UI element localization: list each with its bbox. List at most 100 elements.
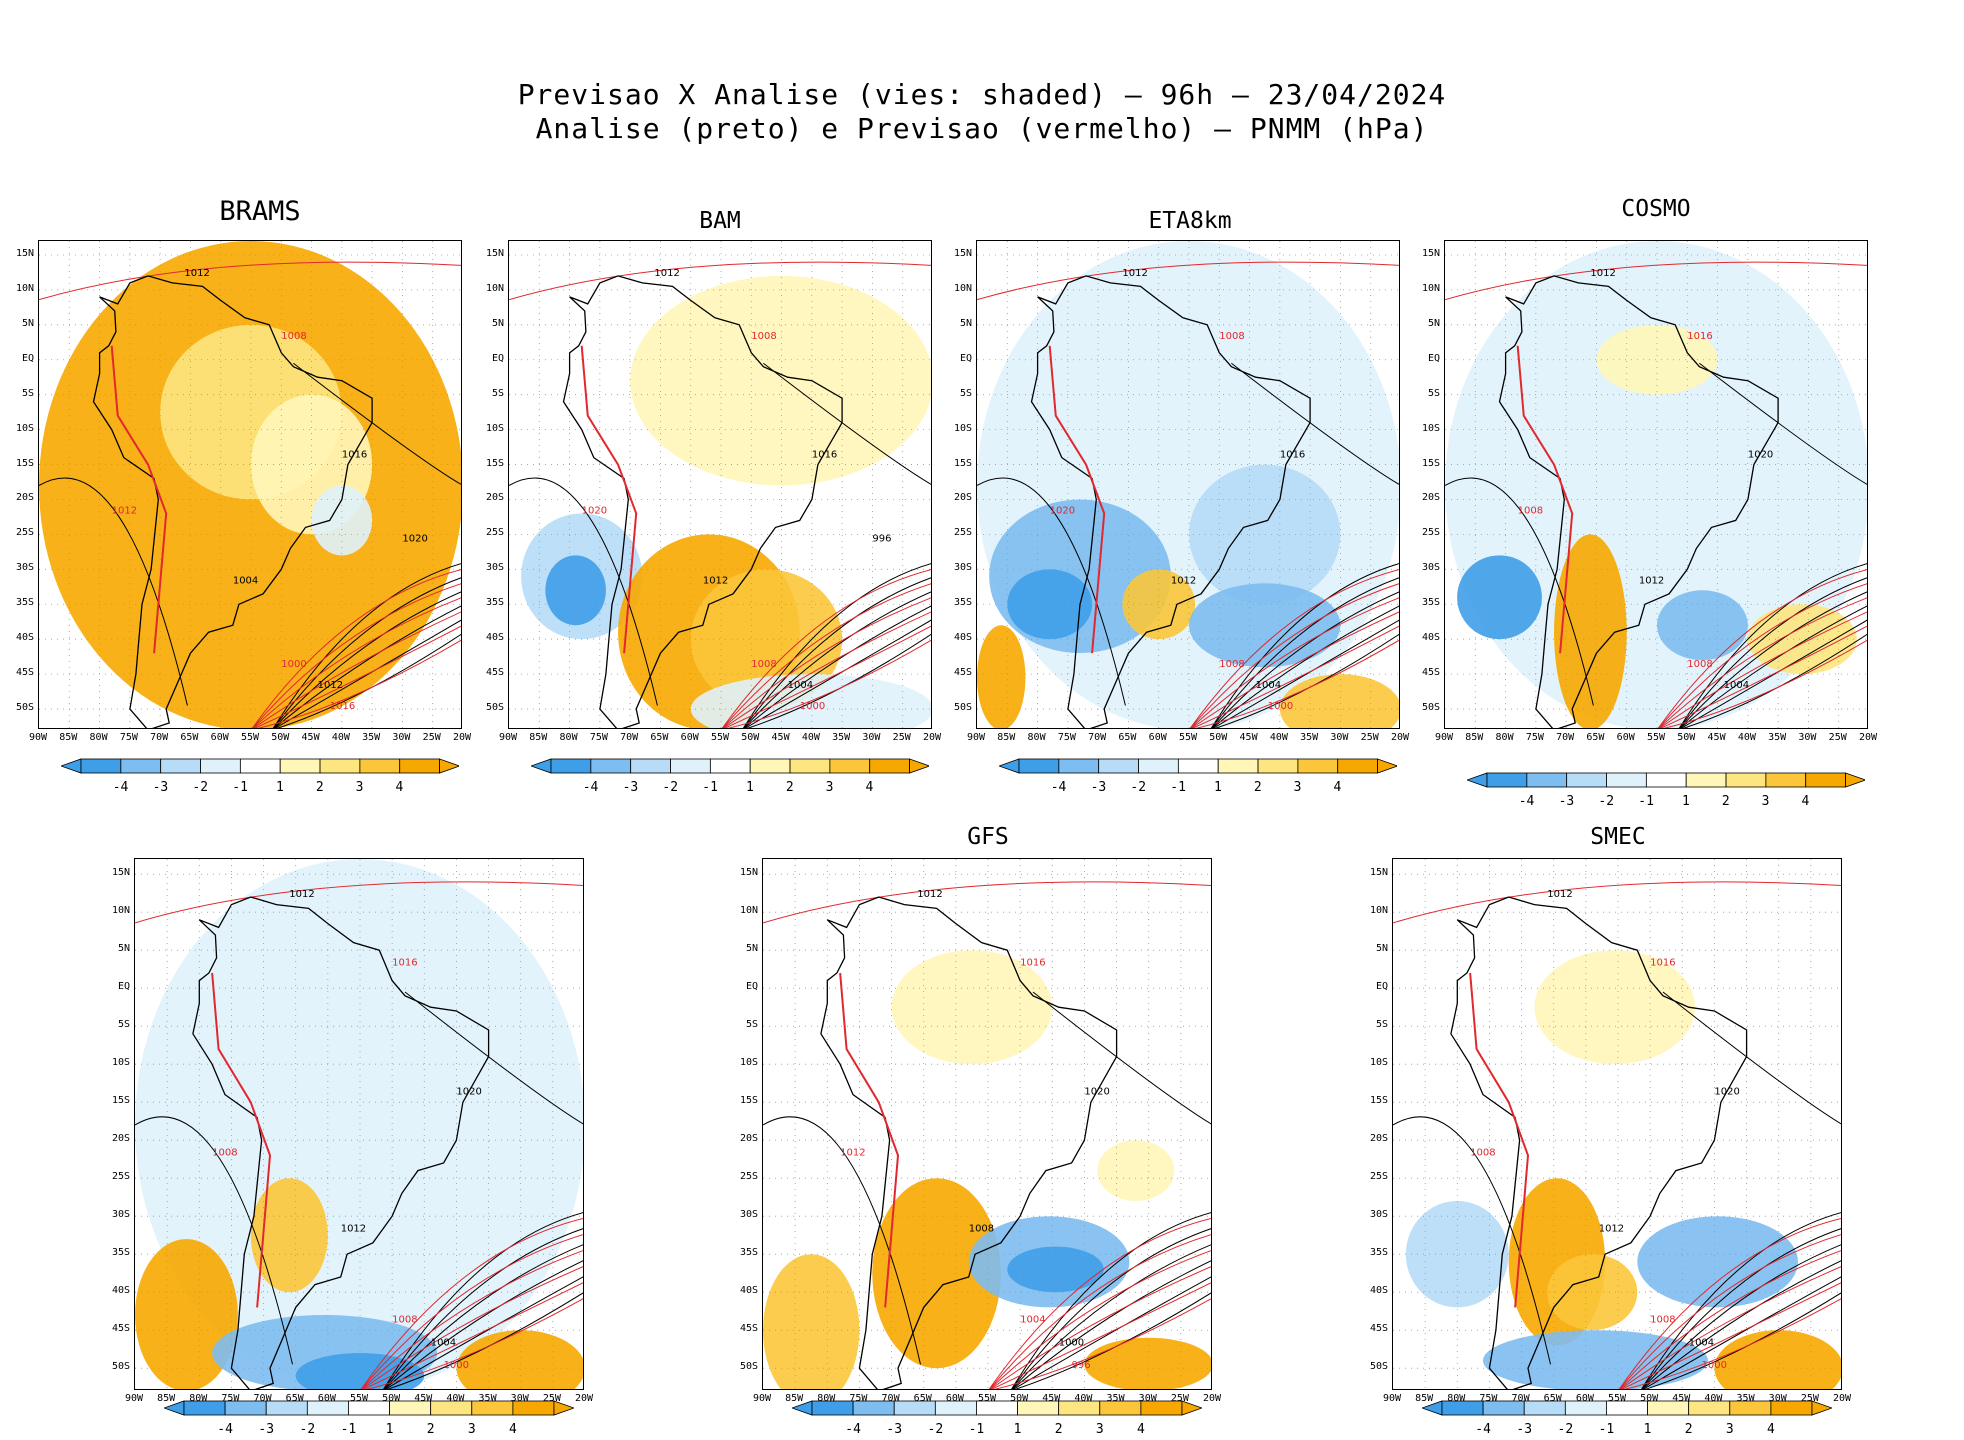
isobar-label: 1012 — [703, 575, 728, 586]
lat-label: 5S — [1375, 1019, 1388, 1031]
lat-label: 30S — [485, 562, 504, 574]
bias-shading — [1122, 569, 1196, 640]
colorbar-swatch — [1685, 772, 1727, 788]
colorbar-swatch — [934, 1400, 977, 1416]
colorbar-arrow-left — [998, 758, 1020, 774]
analysis-isobar — [1679, 605, 1867, 728]
analysis-isobar — [1211, 605, 1399, 728]
lon-label: 25W — [1800, 1393, 1819, 1404]
isobar-label: 1016 — [392, 957, 417, 968]
colorbar-swatch — [1058, 758, 1099, 774]
map-panel-smec: 1012 1016 1020 1008 1012 1008 1004 1000 — [1392, 858, 1842, 1390]
analysis-isobar — [404, 991, 583, 1125]
analysis-isobar — [383, 1228, 583, 1389]
lat-label: 40S — [1421, 632, 1440, 644]
lon-label: 20W — [1390, 732, 1410, 743]
bias-shading — [1189, 583, 1341, 668]
colorbar-label: -4 — [112, 780, 129, 795]
lat-label: 50S — [1421, 702, 1440, 714]
lon-label: 50W — [741, 732, 760, 743]
analysis-isobar — [1679, 591, 1867, 728]
colorbar-cosmo: -4 -3 -2 -1 1 2 3 4 — [1466, 772, 1866, 812]
lat-label: 45S — [1369, 1323, 1388, 1335]
lat-label: 20S — [953, 492, 972, 504]
isobar-label: 1012 — [1599, 1223, 1624, 1234]
lon-label: 30W — [1798, 732, 1817, 743]
analysis-isobar — [1214, 633, 1399, 728]
colorbar-swatch — [183, 1400, 226, 1416]
colorbar-arrow-right — [438, 758, 460, 774]
bias-shading — [1483, 1330, 1708, 1389]
forecast-isobar — [977, 261, 1399, 301]
forecast-isobar — [361, 1234, 583, 1389]
forecast-isobar — [989, 1266, 1211, 1389]
map-panel-eta: 1012 1008 1016 1020 1012 1008 1004 1000 — [976, 240, 1400, 729]
isobar-label: 996 — [872, 533, 891, 544]
colorbar-swatch — [1770, 1400, 1813, 1416]
isobar-label: 1020 — [1714, 1087, 1739, 1098]
colorbar-label: -2 — [927, 1422, 944, 1437]
forecast-isobar — [1189, 569, 1399, 728]
forecast-isobar — [366, 1298, 583, 1389]
lat-label: 35S — [485, 597, 504, 609]
isobar-label: 1008 — [1219, 331, 1244, 342]
analysis-isobar — [273, 591, 461, 728]
lat-label: 30S — [1421, 562, 1440, 574]
colorbar-label: 1 — [1681, 794, 1690, 809]
colorbar-label: -1 — [702, 780, 718, 795]
lon-label: 40W — [1704, 1393, 1723, 1404]
analysis-isobar — [977, 477, 1126, 706]
lat-label: 15N — [1369, 867, 1388, 879]
south-america-coastline — [92, 275, 373, 728]
lon-label: 70W — [253, 1393, 272, 1404]
analysis-isobar — [1682, 633, 1867, 728]
colorbar-label: 4 — [865, 780, 874, 795]
lon-label: 50W — [1209, 732, 1228, 743]
lon-label: 20W — [1832, 1393, 1852, 1404]
isobar-label: 1008 — [392, 1315, 417, 1326]
lat-label: 20S — [1421, 492, 1440, 504]
forecast-isobar — [724, 625, 931, 728]
analysis-isobar — [1012, 1260, 1211, 1389]
colorbar-swatch — [869, 758, 910, 774]
colorbar-label: -4 — [582, 780, 599, 795]
colorbar-swatch — [1688, 1400, 1731, 1416]
colorbar-arrow-left — [60, 758, 82, 774]
lat-label: 15S — [953, 457, 972, 469]
isobar-label: 1012 — [184, 268, 209, 279]
lon-label: 85W — [529, 732, 548, 743]
lon-label: 65W — [1118, 732, 1137, 743]
colorbar-swatch — [1441, 1400, 1484, 1416]
lon-label: 70W — [150, 732, 169, 743]
analysis-isobar — [1210, 563, 1399, 728]
analysis-isobar — [273, 605, 461, 728]
isobar-label: 1020 — [1748, 450, 1773, 461]
lon-label: 60W — [317, 1393, 336, 1404]
colorbar-arrow-right — [1811, 1400, 1832, 1416]
lat-label: 35S — [953, 597, 972, 609]
lat-label: 45S — [1421, 667, 1440, 679]
colorbar-swatch — [976, 1400, 1018, 1416]
lon-label: 40W — [1737, 732, 1756, 743]
lat-label: EQ — [745, 981, 758, 993]
isobar-label: 1016 — [1687, 331, 1712, 342]
bias-shading — [1097, 1140, 1175, 1201]
colorbar-label: -2 — [1598, 794, 1615, 809]
lat-label: 40S — [485, 632, 504, 644]
lon-label: 65W — [180, 732, 199, 743]
colorbar-swatch — [811, 1400, 854, 1416]
figure-title-line1: Previsao X Analise (vies: shaded) – 96h … — [517, 78, 1447, 111]
forecast-isobar — [253, 611, 461, 728]
isobar-label: 1008 — [1687, 659, 1712, 670]
lat-label: 40S — [15, 632, 34, 644]
lon-label: 70W — [1511, 1393, 1530, 1404]
colorbar-swatch — [1257, 758, 1298, 774]
lat-label: 30S — [1369, 1209, 1388, 1221]
forecast-isobar — [1619, 1266, 1841, 1389]
colorbar-arrow-right — [1181, 1400, 1202, 1416]
map-panel-unnamed: 1012 1016 1020 1008 1012 1008 1004 1000 — [134, 858, 584, 1390]
south-america-coastline — [820, 896, 1118, 1389]
colorbar-label: 1 — [385, 1422, 394, 1437]
lon-label: 90W — [966, 732, 986, 743]
forecast-isobar — [135, 881, 583, 924]
